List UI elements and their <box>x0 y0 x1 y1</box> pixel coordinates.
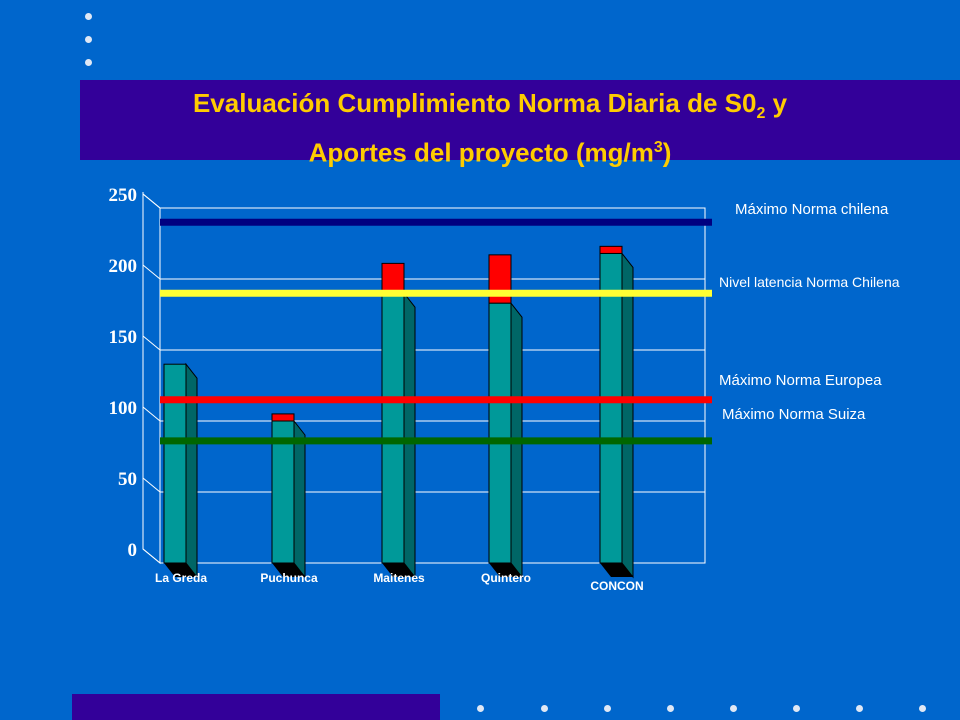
decorative-dot <box>85 13 92 20</box>
bar-side <box>403 291 416 579</box>
title-band <box>80 80 960 160</box>
label-europe-max: Máximo Norma Europea <box>719 372 882 389</box>
decorative-dot <box>85 36 92 43</box>
gridline-depth <box>142 193 161 209</box>
gridline-depth <box>142 335 161 351</box>
decorative-dot <box>667 705 674 712</box>
bar <box>488 302 512 564</box>
y-tick-label: 150 <box>109 327 138 348</box>
bar-contribution <box>381 262 405 294</box>
y-tick-label: 100 <box>109 398 138 419</box>
decorative-dot <box>919 705 926 712</box>
y-tick-label: 250 <box>109 185 138 206</box>
bar-contribution <box>599 245 623 254</box>
label-chile-latency: Nivel latencia Norma Chilena <box>719 274 900 290</box>
page-title: Evaluación Cumplimiento Norma Diaria de … <box>80 86 900 170</box>
gridline-depth <box>142 264 161 280</box>
label-swiss-max: Máximo Norma Suiza <box>722 406 866 423</box>
title-subscript: 2 <box>756 105 766 123</box>
y-tick-label: 50 <box>118 469 137 490</box>
decorative-dot <box>793 705 800 712</box>
title-line1-end: y <box>765 88 788 118</box>
decorative-dot <box>541 705 548 712</box>
decorative-dot <box>856 705 863 712</box>
x-tick-label: Maitenes <box>373 571 425 585</box>
decorative-dot <box>477 705 484 712</box>
bar <box>381 292 405 564</box>
title-line1: Evaluación Cumplimiento Norma Diaria de … <box>192 88 757 118</box>
bar <box>599 252 623 564</box>
x-tick-label: Quintero <box>481 571 531 585</box>
x-tick-label: Puchunca <box>260 571 318 585</box>
title-superscript: 3 <box>653 139 663 157</box>
x-tick-label: CONCON <box>590 579 643 593</box>
y-tick-label: 0 <box>128 540 138 561</box>
bar-side <box>185 362 198 579</box>
gridline-depth <box>142 477 161 493</box>
side-wall <box>142 192 161 565</box>
bottom-band <box>72 694 440 720</box>
bar-contribution <box>271 413 295 422</box>
bar-side <box>293 419 306 579</box>
title-line2-end: ) <box>662 137 672 168</box>
bar <box>163 363 187 564</box>
title-line2: Aportes del proyecto (mg/m <box>308 137 654 168</box>
x-tick-label: La Greda <box>155 571 207 585</box>
gridline-depth <box>142 548 161 564</box>
y-tick-label: 200 <box>109 256 138 277</box>
bar-side <box>621 251 634 579</box>
label-chile-max: Máximo Norma chilena <box>735 201 889 218</box>
decorative-dot <box>604 705 611 712</box>
decorative-dot <box>85 59 92 66</box>
gridline-depth <box>142 406 161 422</box>
decorative-dot <box>730 705 737 712</box>
